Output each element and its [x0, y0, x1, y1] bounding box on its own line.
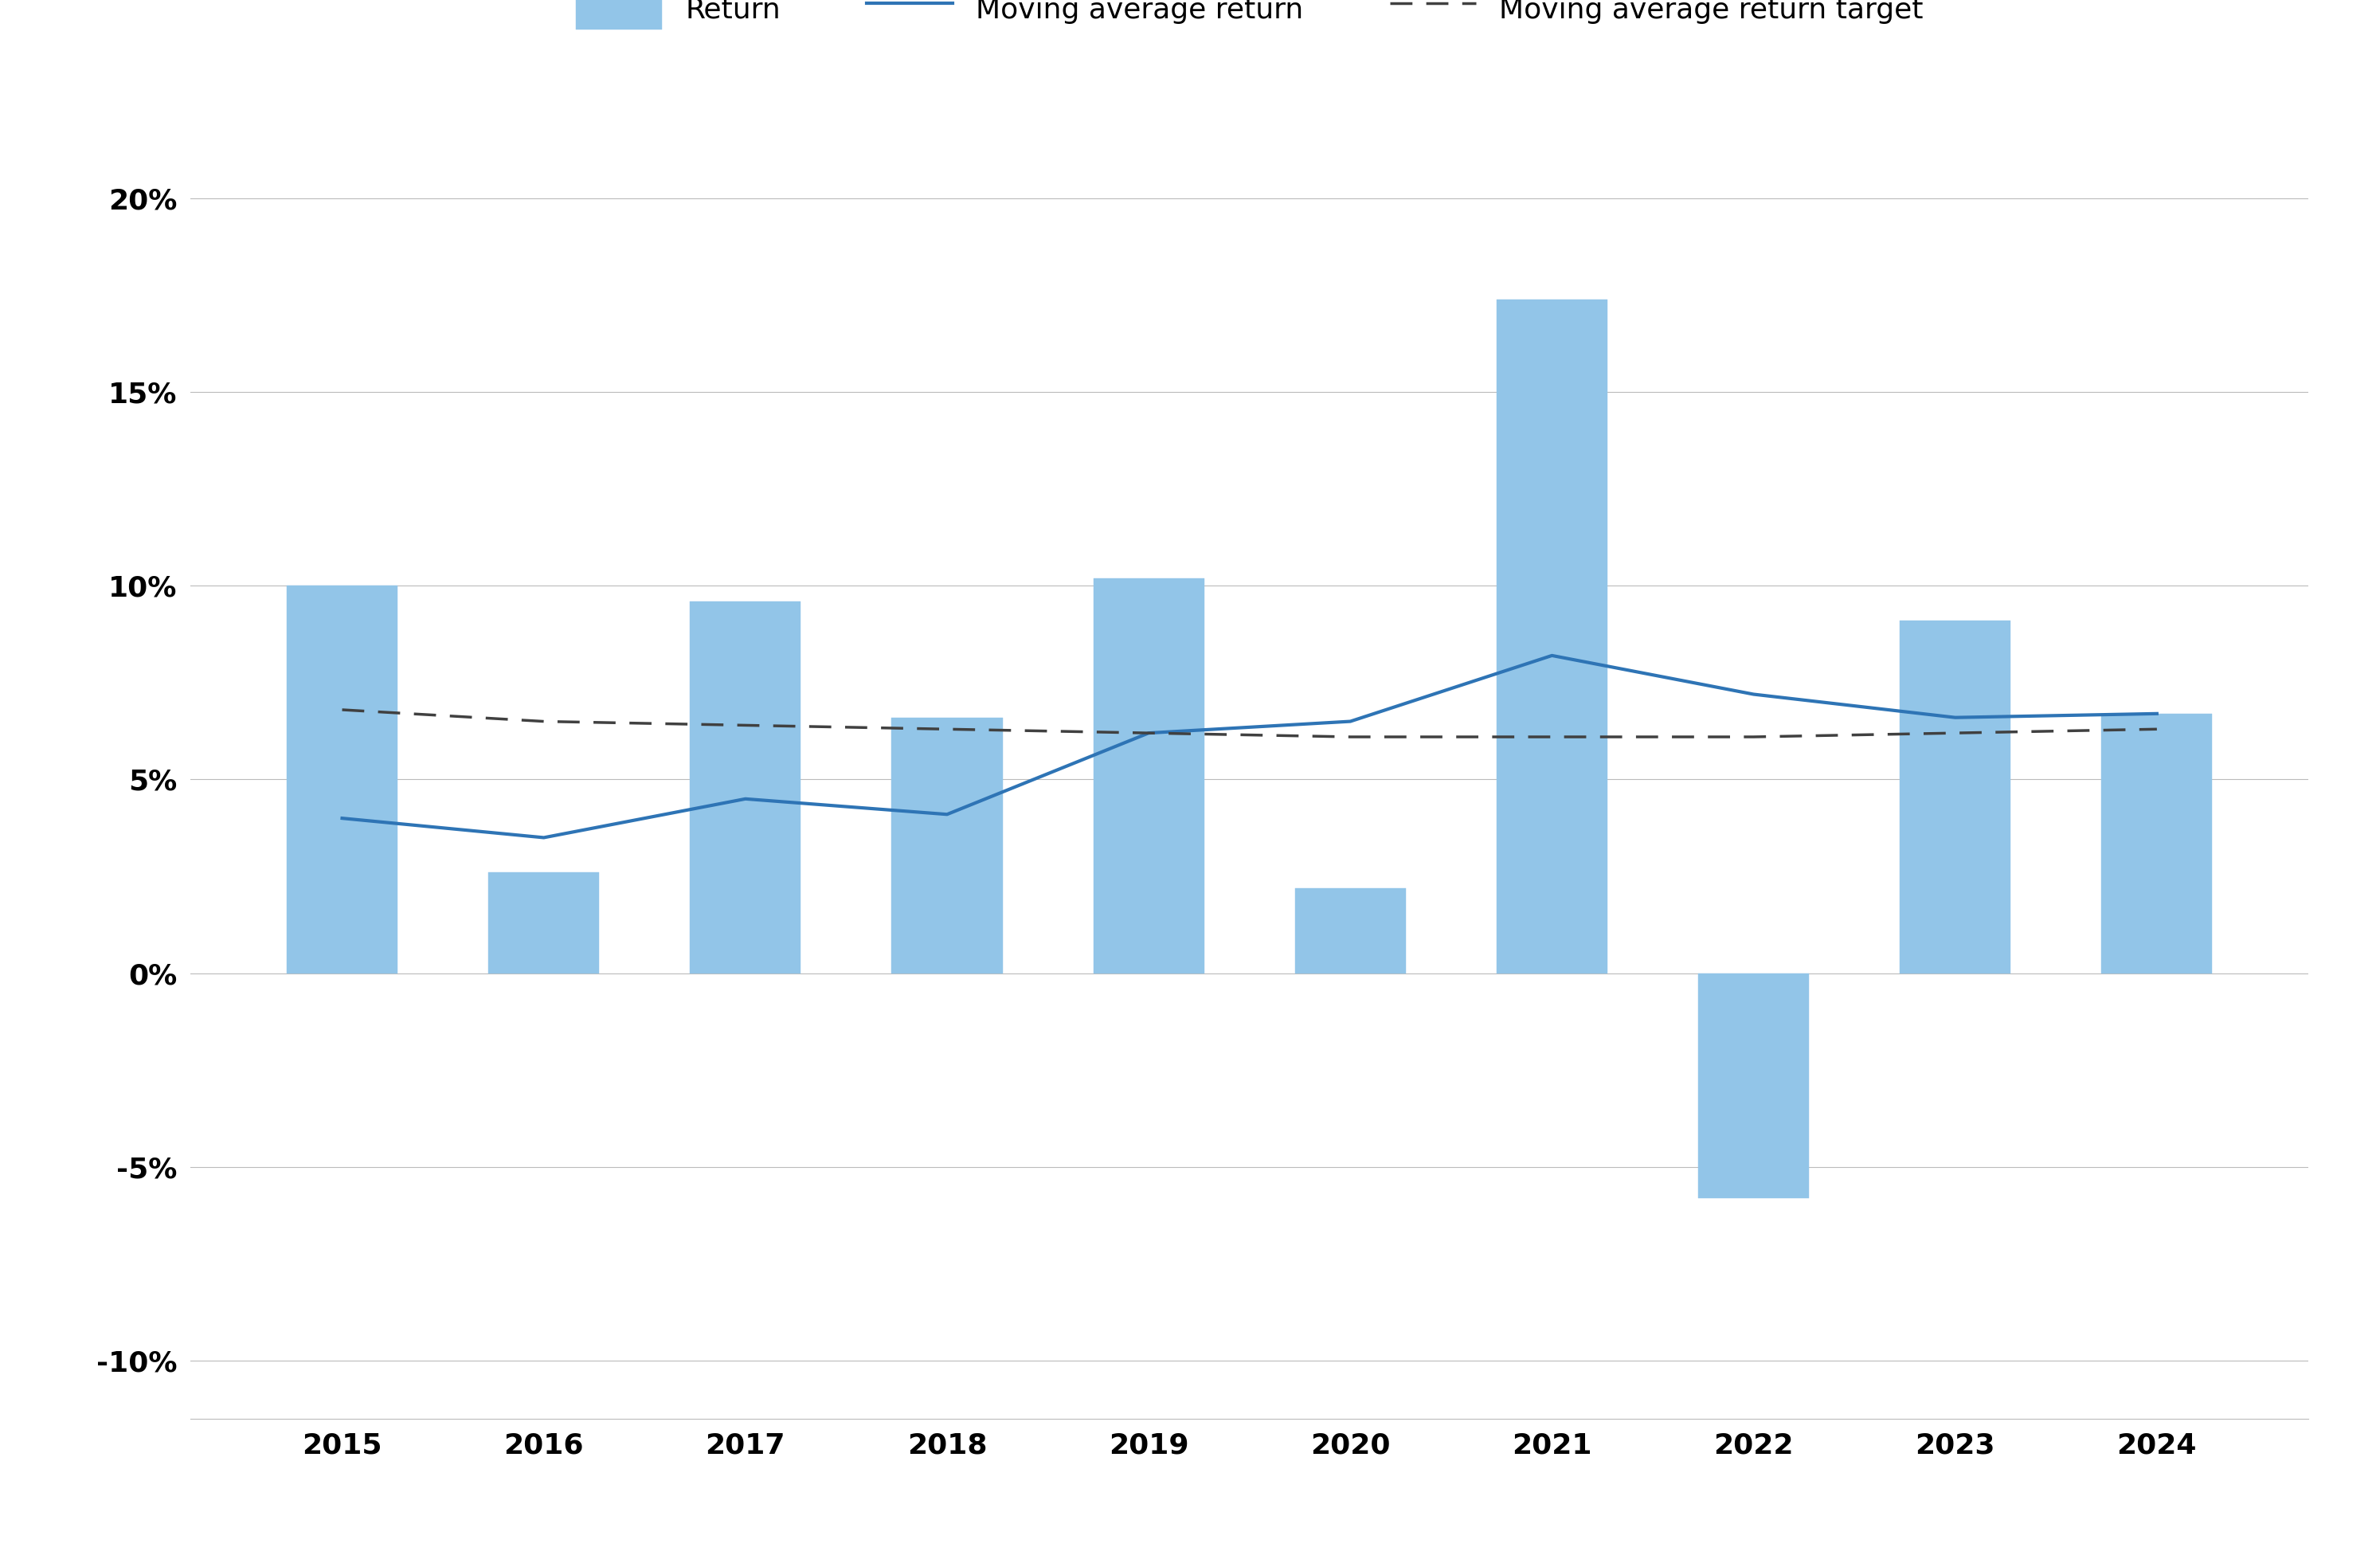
Bar: [1899, 620, 2011, 973]
Bar: [1295, 889, 1407, 973]
Legend: Return, Moving average return, Moving average return target: Return, Moving average return, Moving av…: [576, 0, 1923, 30]
Bar: [892, 717, 1002, 973]
Bar: [1699, 973, 1809, 1197]
Bar: [1497, 299, 1607, 973]
Bar: [488, 873, 600, 973]
Bar: [690, 602, 800, 973]
Bar: [2102, 714, 2213, 973]
Bar: [286, 586, 397, 973]
Bar: [1092, 578, 1204, 973]
